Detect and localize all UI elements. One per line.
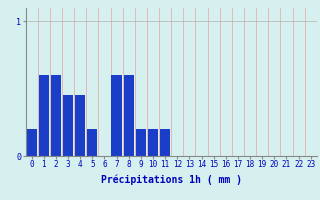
Bar [136,129,146,156]
Bar [63,95,73,156]
Bar [75,95,85,156]
X-axis label: Précipitations 1h ( mm ): Précipitations 1h ( mm ) [101,175,242,185]
Bar [160,129,170,156]
Bar [27,129,37,156]
Bar [51,75,61,156]
Bar [111,75,122,156]
Bar [87,129,98,156]
Bar [148,129,158,156]
Bar [124,75,134,156]
Bar [39,75,49,156]
